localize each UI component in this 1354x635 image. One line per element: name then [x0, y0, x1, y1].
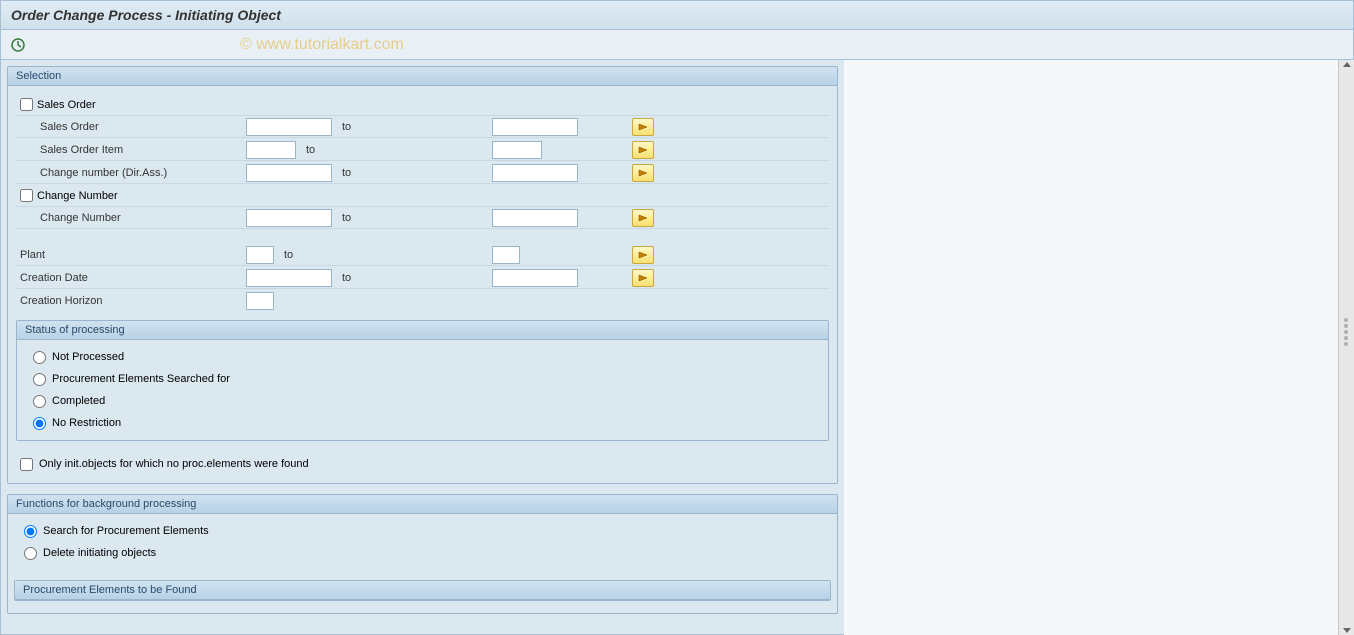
status-completed-row[interactable]: Completed — [17, 390, 828, 412]
functions-header: Functions for background processing — [8, 495, 837, 514]
sales-order-multi-button[interactable] — [632, 118, 654, 136]
func-search-row[interactable]: Search for Procurement Elements — [8, 520, 837, 542]
creation-date-row: Creation Date to — [16, 267, 829, 289]
proc-elements-group: Procurement Elements to be Found — [14, 580, 831, 601]
sales-order-item-to-label: to — [296, 144, 492, 156]
plant-multi-button[interactable] — [632, 246, 654, 264]
status-no-restriction-radio[interactable] — [33, 417, 46, 430]
change-number-dir-label: Change number (Dir.Ass.) — [16, 167, 246, 179]
sales-order-item-to-input[interactable] — [492, 141, 542, 159]
right-panel — [844, 60, 1354, 635]
status-header: Status of processing — [17, 321, 828, 340]
sales-order-to-label: to — [332, 121, 492, 133]
sales-order-item-row: Sales Order Item to — [16, 139, 829, 161]
change-number-checkbox-row: Change Number — [16, 185, 829, 207]
status-group: Status of processing Not Processed Procu… — [16, 320, 829, 441]
status-completed-label: Completed — [52, 395, 105, 407]
resize-grip[interactable] — [1340, 122, 1352, 542]
status-proc-searched-label: Procurement Elements Searched for — [52, 373, 230, 385]
status-proc-searched-radio[interactable] — [33, 373, 46, 386]
func-delete-row[interactable]: Delete initiating objects — [8, 542, 837, 564]
sales-order-item-multi-button[interactable] — [632, 141, 654, 159]
creation-date-label: Creation Date — [16, 272, 246, 284]
creation-horizon-label: Creation Horizon — [16, 295, 246, 307]
toolbar — [0, 30, 1354, 60]
creation-date-to-input[interactable] — [492, 269, 578, 287]
plant-row: Plant to — [16, 244, 829, 266]
status-not-processed-label: Not Processed — [52, 351, 124, 363]
change-number-checkbox-label: Change Number — [37, 190, 118, 202]
plant-to-input[interactable] — [492, 246, 520, 264]
status-not-processed-radio[interactable] — [33, 351, 46, 364]
change-number-dir-to-label: to — [332, 167, 492, 179]
change-number-multi-button[interactable] — [632, 209, 654, 227]
change-number-to-input[interactable] — [492, 209, 578, 227]
change-number-dir-row: Change number (Dir.Ass.) to — [16, 162, 829, 184]
status-no-restriction-row[interactable]: No Restriction — [17, 412, 828, 434]
sales-order-item-from-input[interactable] — [246, 141, 296, 159]
plant-to-label: to — [274, 249, 492, 261]
selection-header: Selection — [8, 67, 837, 86]
page-title: Order Change Process - Initiating Object — [11, 7, 281, 23]
only-init-checkbox[interactable] — [20, 458, 33, 471]
creation-horizon-input[interactable] — [246, 292, 274, 310]
change-number-dir-multi-button[interactable] — [632, 164, 654, 182]
only-init-label: Only init.objects for which no proc.elem… — [39, 458, 309, 470]
change-number-to-label: to — [332, 212, 492, 224]
sales-order-checkbox-row: Sales Order — [16, 94, 829, 116]
func-search-radio[interactable] — [24, 525, 37, 538]
change-number-label: Change Number — [16, 212, 246, 224]
plant-from-input[interactable] — [246, 246, 274, 264]
title-bar: Order Change Process - Initiating Object — [0, 0, 1354, 30]
status-proc-searched-row[interactable]: Procurement Elements Searched for — [17, 368, 828, 390]
creation-date-to-label: to — [332, 272, 492, 284]
sales-order-to-input[interactable] — [492, 118, 578, 136]
sales-order-checkbox[interactable] — [20, 98, 33, 111]
change-number-checkbox[interactable] — [20, 189, 33, 202]
main-panel: Selection Sales Order Sales Order to Sal… — [0, 60, 844, 635]
sales-order-item-label: Sales Order Item — [16, 144, 246, 156]
status-not-processed-row[interactable]: Not Processed — [17, 346, 828, 368]
proc-elements-header: Procurement Elements to be Found — [15, 581, 830, 600]
functions-group: Functions for background processing Sear… — [7, 494, 838, 614]
sales-order-checkbox-label: Sales Order — [37, 99, 96, 111]
change-number-dir-to-input[interactable] — [492, 164, 578, 182]
status-no-restriction-label: No Restriction — [52, 417, 121, 429]
sales-order-row: Sales Order to — [16, 116, 829, 138]
func-search-label: Search for Procurement Elements — [43, 525, 209, 537]
status-completed-radio[interactable] — [33, 395, 46, 408]
plant-label: Plant — [16, 249, 246, 261]
sales-order-label: Sales Order — [16, 121, 246, 133]
change-number-from-input[interactable] — [246, 209, 332, 227]
execute-icon[interactable] — [9, 36, 27, 54]
func-delete-radio[interactable] — [24, 547, 37, 560]
selection-group: Selection Sales Order Sales Order to Sal… — [7, 66, 838, 484]
change-number-row: Change Number to — [16, 207, 829, 229]
sales-order-from-input[interactable] — [246, 118, 332, 136]
scroll-up-icon[interactable] — [1343, 62, 1351, 67]
creation-date-from-input[interactable] — [246, 269, 332, 287]
func-delete-label: Delete initiating objects — [43, 547, 156, 559]
creation-horizon-row: Creation Horizon — [16, 290, 829, 312]
only-init-row: Only init.objects for which no proc.elem… — [16, 453, 829, 475]
change-number-dir-from-input[interactable] — [246, 164, 332, 182]
creation-date-multi-button[interactable] — [632, 269, 654, 287]
